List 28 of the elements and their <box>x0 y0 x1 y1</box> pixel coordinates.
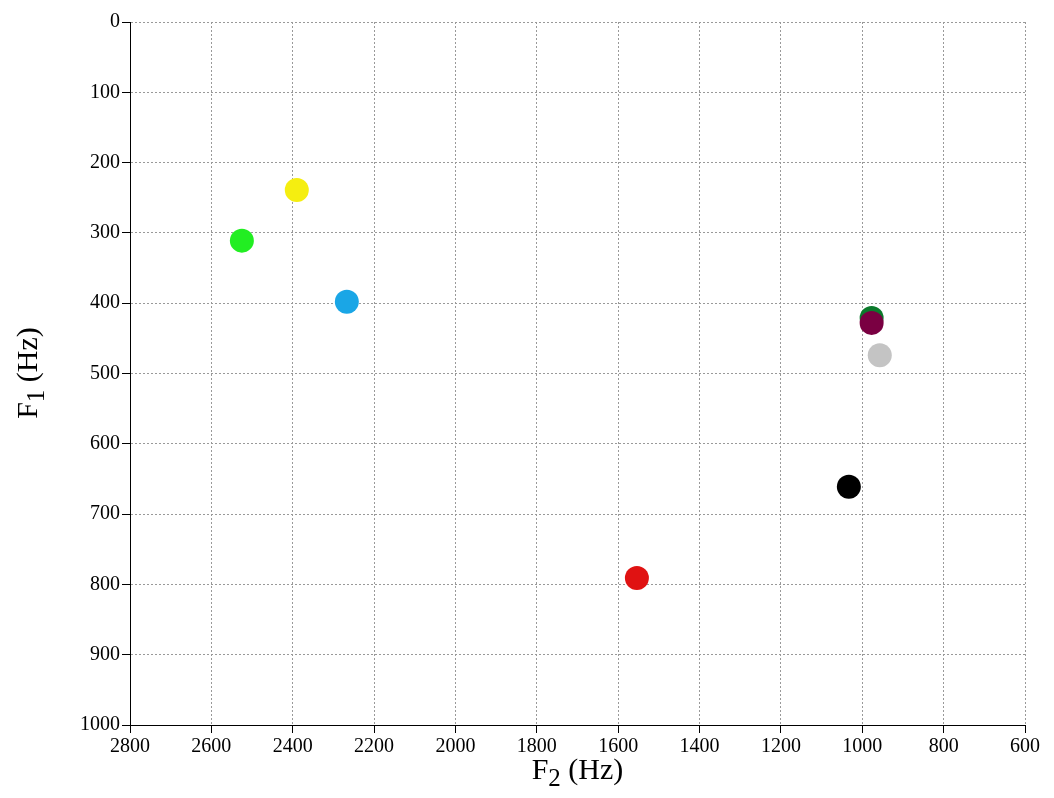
point <box>334 289 359 314</box>
y-tick-label: 400 <box>90 290 120 313</box>
point <box>859 310 884 335</box>
point <box>867 343 892 368</box>
x-tick-label: 2800 <box>110 734 150 757</box>
y-tick-label: 200 <box>90 149 120 172</box>
x-tick-label: 2400 <box>272 734 313 757</box>
y-tick-label: 600 <box>90 431 120 454</box>
point <box>836 474 861 499</box>
y-tick-label: 900 <box>90 641 120 664</box>
x-tick-label: 800 <box>928 734 959 757</box>
y-tick-label: 500 <box>90 360 120 383</box>
x-tick-label: 1400 <box>679 734 720 757</box>
y-tick-label: 800 <box>90 571 120 594</box>
point <box>284 178 309 203</box>
y-tick-label: 1000 <box>80 712 120 735</box>
x-tick-label: 2000 <box>435 734 476 757</box>
x-tick-label: 1000 <box>842 734 883 757</box>
point <box>229 228 254 253</box>
y-tick-label: 100 <box>90 79 120 102</box>
x-tick-label: 2200 <box>354 734 395 757</box>
point <box>624 566 649 591</box>
x-tick-label: 1200 <box>760 734 801 757</box>
x-tick-label: 600 <box>1010 734 1040 757</box>
x-tick-label: 2600 <box>191 734 232 757</box>
y-tick-label: 0 <box>110 9 120 32</box>
y-tick-label: 300 <box>90 220 120 243</box>
y-tick-label: 700 <box>90 501 120 524</box>
